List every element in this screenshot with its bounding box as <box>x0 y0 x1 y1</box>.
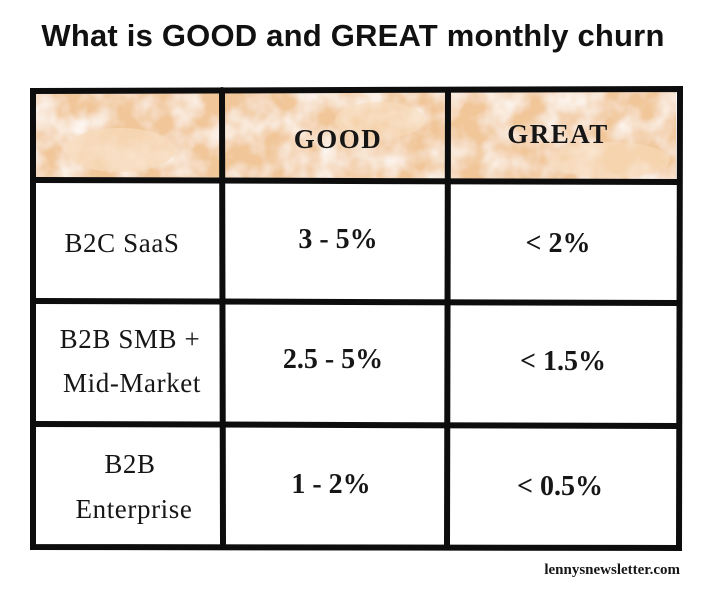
great-value-b2c-saas: < 2% <box>526 228 591 259</box>
row-label-b2b-enterprise-line2: Enterprise <box>76 494 193 524</box>
table-border <box>30 85 684 552</box>
row-label-b2b-smb-line1: B2B SMB + <box>60 324 201 354</box>
watercolor-blot <box>335 102 425 138</box>
grid-line-h1 <box>32 177 681 185</box>
chart-title: What is GOOD and GREAT monthly churn <box>41 18 665 53</box>
source-credit: lennysnewsletter.com <box>544 562 680 578</box>
column-header-great: GREAT <box>507 119 609 149</box>
watercolor-blot <box>550 142 670 178</box>
header-row <box>36 92 676 180</box>
row-label-b2b-enterprise-line1: B2B <box>104 449 155 479</box>
good-value-b2c-saas: 3 - 5% <box>298 224 377 255</box>
grid-line-v2 <box>444 87 451 550</box>
grid-lines <box>30 85 684 552</box>
column-header-good: GOOD <box>294 124 383 154</box>
great-value-b2b-enterprise: < 0.5% <box>517 471 603 502</box>
good-value-b2b-enterprise: 1 - 2% <box>291 469 370 500</box>
grid-line-h2 <box>32 298 681 306</box>
good-value-b2b-smb: 2.5 - 5% <box>283 344 383 375</box>
watercolor-blot <box>65 128 175 172</box>
grid-line-v1 <box>219 87 226 550</box>
great-value-b2b-smb: < 1.5% <box>520 346 606 377</box>
row-label-b2b-smb-line2: Mid-Market <box>63 368 201 398</box>
grid-line-h3 <box>32 421 681 429</box>
row-label-b2c-saas: B2C SaaS <box>64 228 179 258</box>
